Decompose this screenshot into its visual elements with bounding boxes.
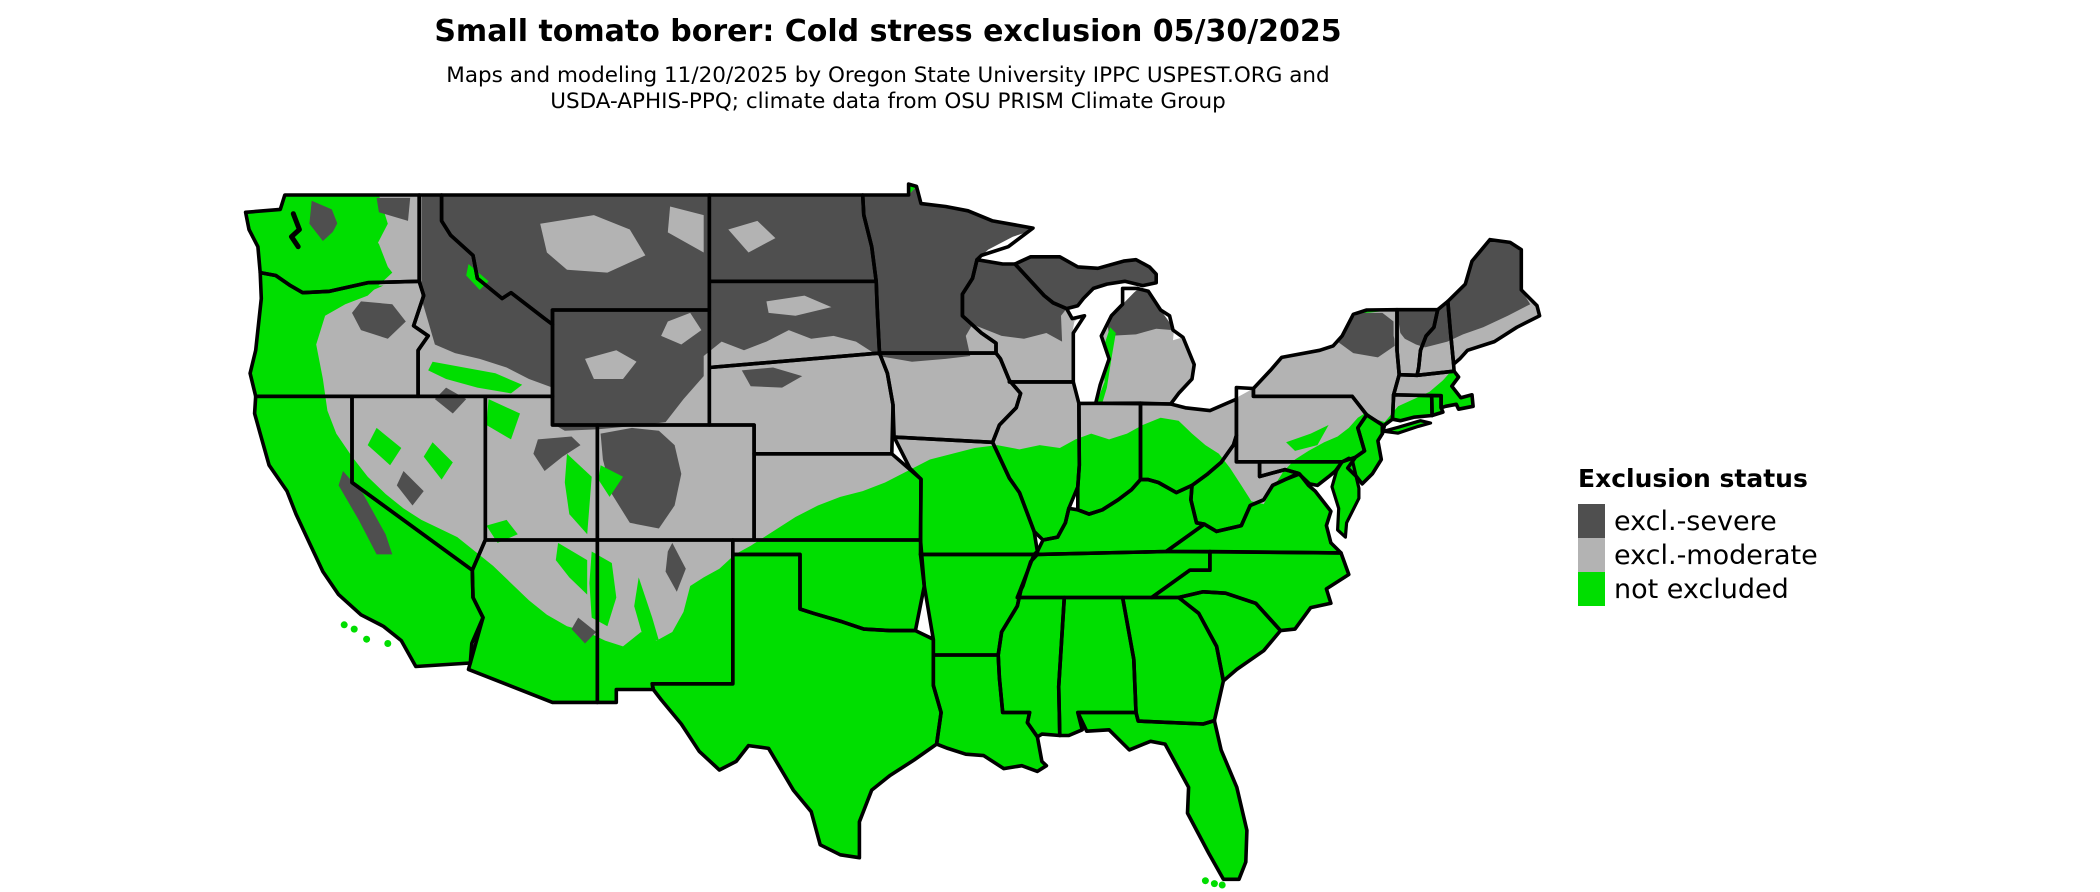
- legend-item-severe: excl.-severe: [1578, 504, 1818, 538]
- legend-swatch-moderate-icon: [1578, 538, 1605, 572]
- legend-item-moderate: excl.-moderate: [1578, 538, 1818, 572]
- legend-item-not-excluded: not excluded: [1578, 572, 1818, 606]
- legend-swatch-not-excluded-icon: [1578, 572, 1605, 606]
- header: Small tomato borer: Cold stress exclusio…: [434, 14, 1341, 115]
- map-legend: Exclusion status excl.-severe excl.-mode…: [1578, 464, 1818, 606]
- page-title: Small tomato borer: Cold stress exclusio…: [434, 14, 1342, 49]
- not-excluded-patches: [327, 220, 1329, 641]
- coastal-features: [340, 419, 1433, 889]
- page-subtitle: Maps and modeling 11/20/2025 by Oregon S…: [434, 63, 1341, 115]
- subtitle-line-2: USDA-APHIS-PPQ; climate data from OSU PR…: [550, 89, 1226, 114]
- legend-label-not-excluded: not excluded: [1614, 573, 1789, 605]
- state-borders: [243, 182, 1542, 882]
- legend-label-moderate: excl.-moderate: [1614, 539, 1818, 571]
- legend-swatch-severe-icon: [1578, 504, 1605, 538]
- moderate-patches: [540, 206, 1401, 379]
- legend-title: Exclusion status: [1578, 464, 1808, 493]
- subtitle-line-1: Maps and modeling 11/20/2025 by Oregon S…: [446, 63, 1330, 88]
- legend-label-severe: excl.-severe: [1614, 505, 1777, 537]
- puget-sound: [289, 211, 302, 250]
